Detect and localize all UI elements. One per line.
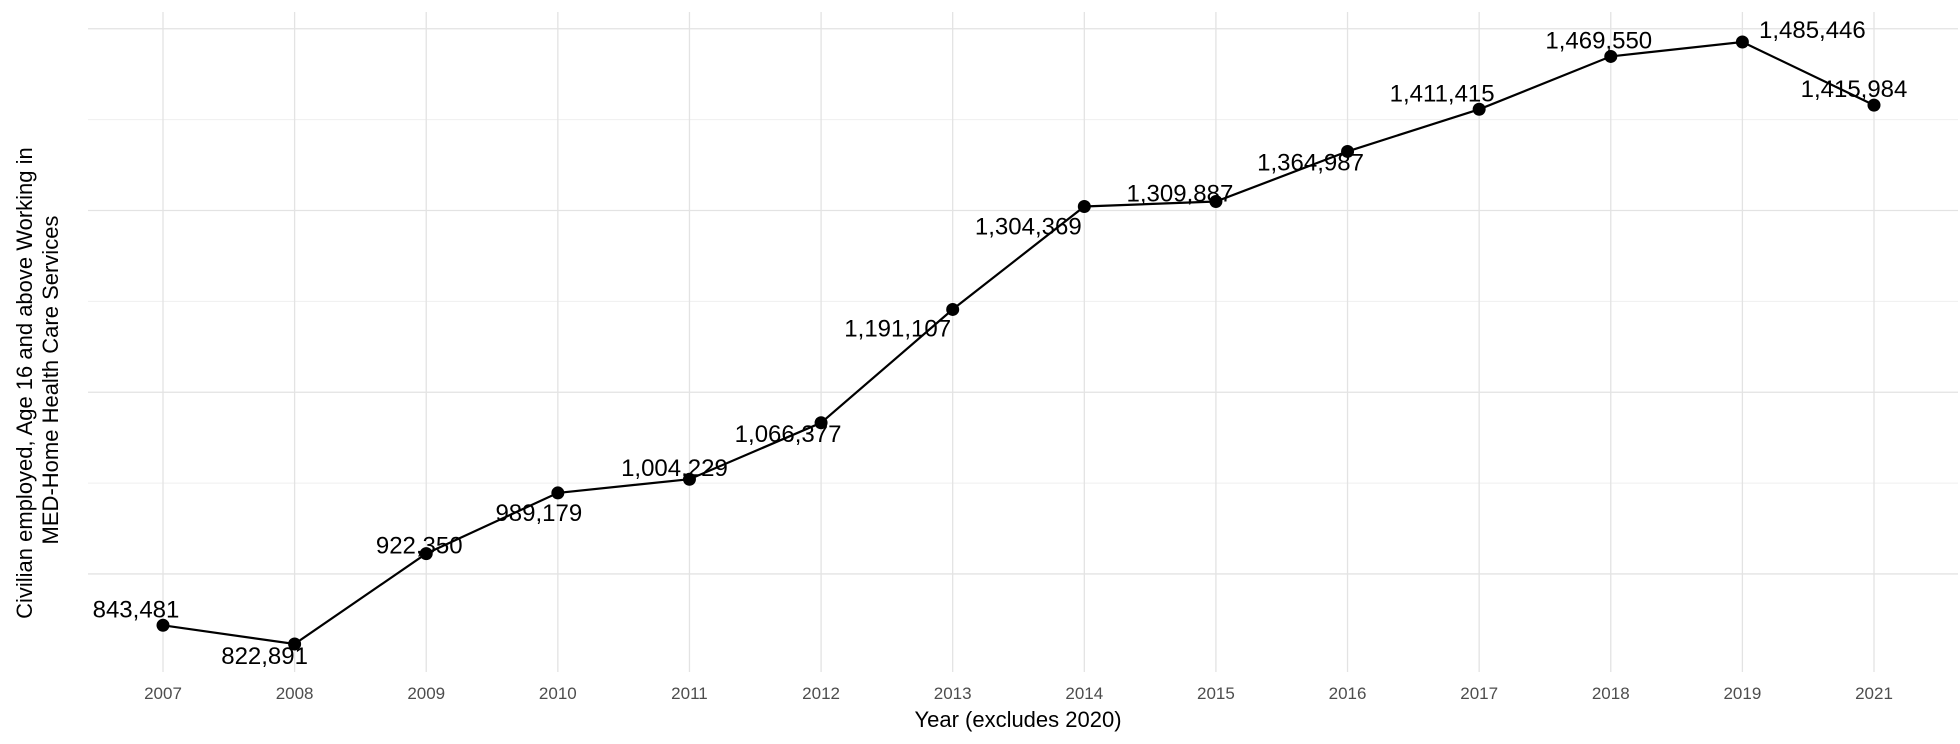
data-point [1867, 98, 1881, 112]
x-tick-label: 2011 [671, 684, 708, 703]
data-points [156, 35, 1881, 651]
x-tick-label: 2009 [407, 684, 445, 703]
data-point [288, 637, 302, 651]
series-line [162, 40, 1875, 646]
data-label: 822,891 [221, 643, 308, 670]
x-gridlines [162, 12, 1875, 672]
x-tick-label: 2014 [1065, 684, 1103, 703]
y-axis-title-line-2: MED-Home Health Care Services [38, 216, 63, 545]
x-tick-label: 2018 [1592, 684, 1630, 703]
y-gridlines [88, 28, 1958, 575]
data-point [1209, 195, 1223, 209]
x-tick-label: 2019 [1723, 684, 1761, 703]
data-labels: 843,481 822,891 922,350 989,179 1,004,229 1,0… [93, 17, 1908, 670]
data-point [946, 302, 960, 316]
x-tick-label: 2016 [1329, 684, 1367, 703]
data-point [156, 618, 170, 632]
data-point [551, 486, 565, 500]
x-tick-label: 2013 [934, 684, 972, 703]
data-point [1077, 200, 1091, 214]
data-label: 1,415,984 [1801, 76, 1908, 103]
data-label: 1,304,369 [975, 214, 1082, 241]
data-label: 989,179 [495, 500, 582, 527]
data-label: 1,469,550 [1545, 27, 1652, 54]
data-label: 1,411,415 [1390, 80, 1495, 107]
x-tick-label: 2007 [144, 684, 182, 703]
data-label: 1,066,377 [735, 421, 842, 448]
data-label: 1,485,446 [1759, 17, 1866, 44]
data-label: 1,364,987 [1257, 149, 1364, 176]
x-tick-label: 2012 [802, 684, 840, 703]
data-label: 1,309,887 [1127, 181, 1234, 208]
x-tick-label: 2021 [1855, 684, 1893, 703]
data-label: 843,481 [93, 596, 180, 623]
y-axis-title-line-1: Civilian employed, Age 16 and above Work… [12, 147, 37, 619]
data-point [1735, 35, 1749, 49]
data-point [1604, 49, 1618, 63]
x-tick-label: 2008 [276, 684, 314, 703]
x-tick-label: 2017 [1460, 684, 1498, 703]
data-point [1341, 144, 1355, 158]
data-label: 1,191,107 [844, 315, 951, 342]
data-point [682, 472, 696, 486]
y-axis-title: Civilian employed, Age 16 and above Work… [12, 141, 63, 619]
x-tick-label: 2015 [1197, 684, 1235, 703]
data-label: 922,350 [376, 533, 463, 560]
x-axis-title: Year (excludes 2020) [914, 707, 1121, 732]
x-axis-tick-labels: 2007 2008 2009 2010 2011 2012 2013 2014 2015 2016… [144, 684, 1893, 703]
data-point [1472, 102, 1486, 116]
data-point [814, 416, 828, 430]
data-label: 1,004,229 [621, 455, 728, 482]
data-point [419, 547, 433, 561]
x-tick-label: 2010 [539, 684, 577, 703]
